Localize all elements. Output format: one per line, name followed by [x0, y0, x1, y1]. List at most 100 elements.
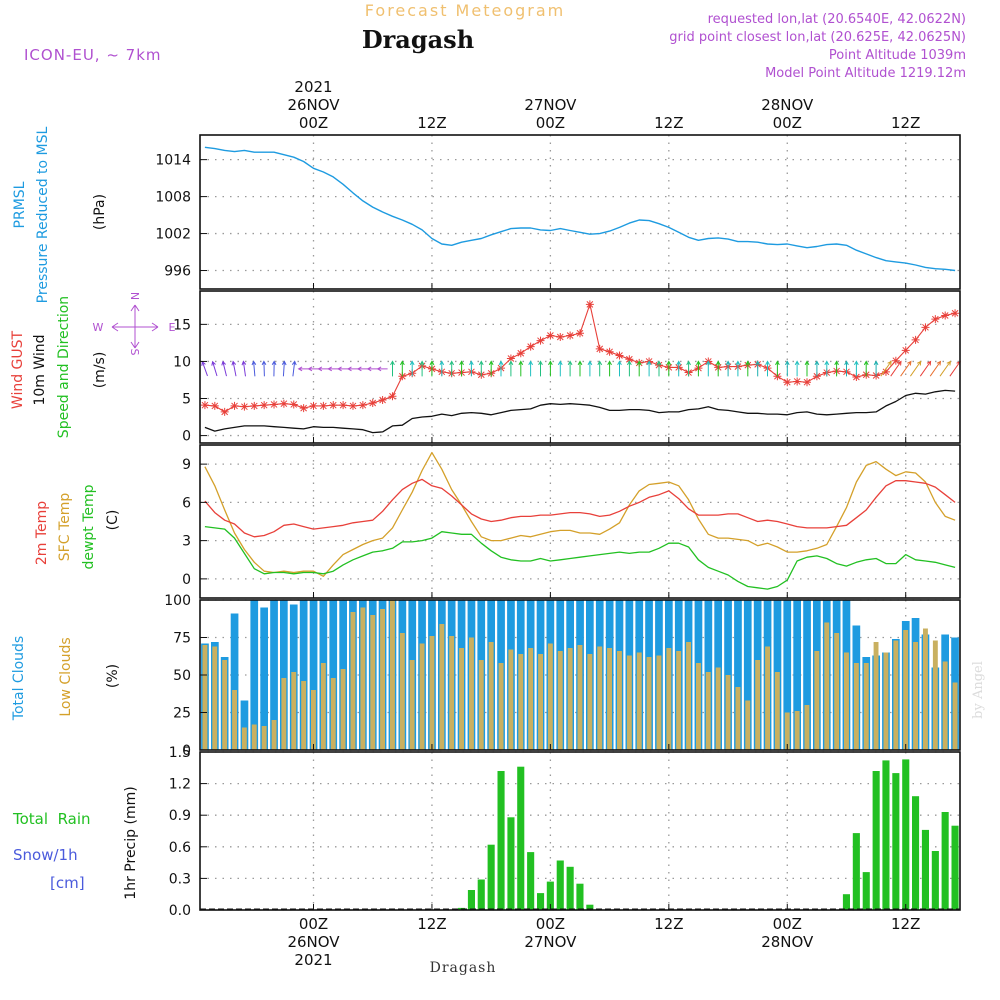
- gust-marker-42: [615, 351, 624, 360]
- wind-arrow-70: [890, 360, 902, 377]
- low-cloud-bar-32: [518, 654, 524, 750]
- gust-marker-16: [358, 401, 367, 410]
- gust-marker-0: [200, 401, 209, 410]
- wind-arrow-49: [686, 360, 691, 377]
- bottom-date-label-4: 28NOV: [761, 933, 814, 951]
- low-cloud-bar-72: [913, 642, 918, 750]
- gust-marker-32: [516, 349, 525, 358]
- pressure-unit-label: (hPa): [92, 194, 108, 230]
- wind-arrow-60: [794, 360, 800, 377]
- bottom-time-label-0: 00Z: [299, 915, 328, 933]
- low-cloud-bar-31: [508, 649, 514, 750]
- total-cloud-bar-61: [803, 600, 811, 750]
- top-date-label-2: 27NOV: [524, 96, 577, 114]
- wind-ytick-label-0: 0: [182, 429, 191, 445]
- rain-bar-71: [902, 759, 910, 910]
- low-cloud-bar-52: [715, 667, 721, 750]
- model-label: ICON-EU, ~ 7km: [24, 46, 162, 64]
- temperature-ytick-label-0: 0: [182, 572, 191, 588]
- wind-arrow-32: [518, 360, 524, 377]
- wind-arrow-37: [567, 360, 573, 377]
- rain-bar-67: [862, 872, 870, 910]
- compass-s: S: [128, 349, 141, 356]
- wind-arrow-18: [376, 366, 388, 372]
- low-cloud-bar-74: [932, 640, 938, 750]
- temp-labels: 2m Temp SFC Temp dewpt Temp (C): [34, 484, 121, 569]
- wind-ytick-label-1: 5: [182, 392, 191, 408]
- low-cloud-bar-47: [666, 648, 672, 750]
- low-cloud-bar-60: [794, 711, 800, 750]
- low-cloud-bar-22: [419, 643, 425, 750]
- wind-arrow-21: [409, 360, 415, 377]
- rain-bar-37: [566, 866, 574, 910]
- wind-arrow-58: [775, 360, 780, 377]
- wind-arrow-22: [419, 360, 425, 377]
- gust-marker-12: [319, 401, 328, 410]
- wind-arrow-64: [834, 360, 839, 377]
- pressure-panel-frame: [199, 134, 961, 290]
- low-cloud-bar-51: [705, 672, 711, 750]
- pressure-ytick-label-0: 996: [164, 264, 191, 280]
- low-cloud-bar-17: [370, 615, 376, 750]
- top-date-label-0: 26NOV: [287, 96, 340, 114]
- wind-arrow-6: [261, 360, 267, 377]
- low-cloud-bar-54: [735, 687, 741, 750]
- top-year-label-0: 2021: [294, 78, 332, 96]
- low-cloud-bar-64: [834, 633, 840, 750]
- low-cloud-bar-43: [626, 655, 632, 750]
- footer-location: Dragash: [430, 960, 497, 976]
- wind-arrow-10: [297, 366, 309, 372]
- bottom-time-label-5: 12Z: [891, 915, 920, 933]
- low-cloud-bar-55: [745, 700, 751, 750]
- wind-arrow-24: [439, 360, 445, 377]
- frame-layer: [199, 134, 961, 911]
- rain-bar-34: [537, 893, 545, 910]
- low-cloud-bar-2: [222, 660, 228, 750]
- gust-marker-72: [911, 335, 920, 344]
- axis-layer: 996 1002 1008 1014 0 5 10 15 0 3 6 9 0 25 50 75 100 0.0 0.…: [155, 78, 920, 969]
- low-cloud-bar-61: [804, 705, 810, 750]
- wind-arrow-45: [646, 360, 652, 377]
- temp-unit-label: (C): [105, 510, 121, 531]
- rain-bar-30: [497, 771, 505, 910]
- gust-marker-61: [803, 378, 812, 387]
- wind-arrow-57: [765, 360, 770, 377]
- wind-arrow-3: [231, 360, 237, 377]
- rain-bar-73: [921, 829, 929, 910]
- gust-marker-3: [230, 401, 239, 410]
- total-cloud-bar-6: [260, 607, 268, 750]
- gust-marker-18: [378, 395, 387, 404]
- gust-marker-43: [625, 355, 634, 364]
- low-cloud-bar-50: [696, 663, 701, 750]
- compass-arrows: [111, 304, 159, 349]
- rain-bar-70: [892, 773, 900, 910]
- low-cloud-bar-24: [439, 624, 445, 750]
- wind-arrow-19: [390, 360, 395, 377]
- low-cloud-bar-48: [676, 651, 682, 750]
- wind-arrow-15: [346, 366, 358, 372]
- low-cloud-bar-41: [607, 648, 612, 750]
- top-time-label-2: 00Z: [536, 114, 565, 132]
- low-cloud-bar-26: [459, 648, 464, 750]
- wind-ytick-label-2: 10: [173, 354, 191, 370]
- clouds-unit-label: (%): [105, 664, 121, 688]
- clouds-ytick-label-3: 75: [173, 631, 191, 647]
- wind-labels: Wind GUST 10m Wind Speed and Direction (…: [10, 292, 176, 438]
- model-altitude: Model Point Altitude 1219.12m: [765, 66, 966, 81]
- grid-layer: [200, 135, 960, 911]
- low-cloud-bar-67: [863, 663, 869, 750]
- low-cloud-bar-14: [340, 669, 346, 750]
- gust-marker-35: [546, 331, 555, 340]
- wind-arrow-56: [755, 360, 761, 377]
- low-cloud-bar-5: [251, 724, 257, 750]
- gust-marker-37: [566, 331, 575, 340]
- clouds-ytick-label-1: 25: [173, 706, 191, 722]
- low-cloud-bar-35: [547, 643, 553, 750]
- low-cloud-bar-9: [291, 672, 297, 750]
- low-cloud-bar-18: [380, 609, 385, 750]
- compass-rose: N S W E: [93, 292, 176, 356]
- top-time-label-4: 00Z: [773, 114, 802, 132]
- wind-arrow-30: [498, 360, 504, 377]
- precip-ytick-label-1: 0.3: [169, 871, 191, 887]
- total-cloud-bar-7: [270, 600, 278, 750]
